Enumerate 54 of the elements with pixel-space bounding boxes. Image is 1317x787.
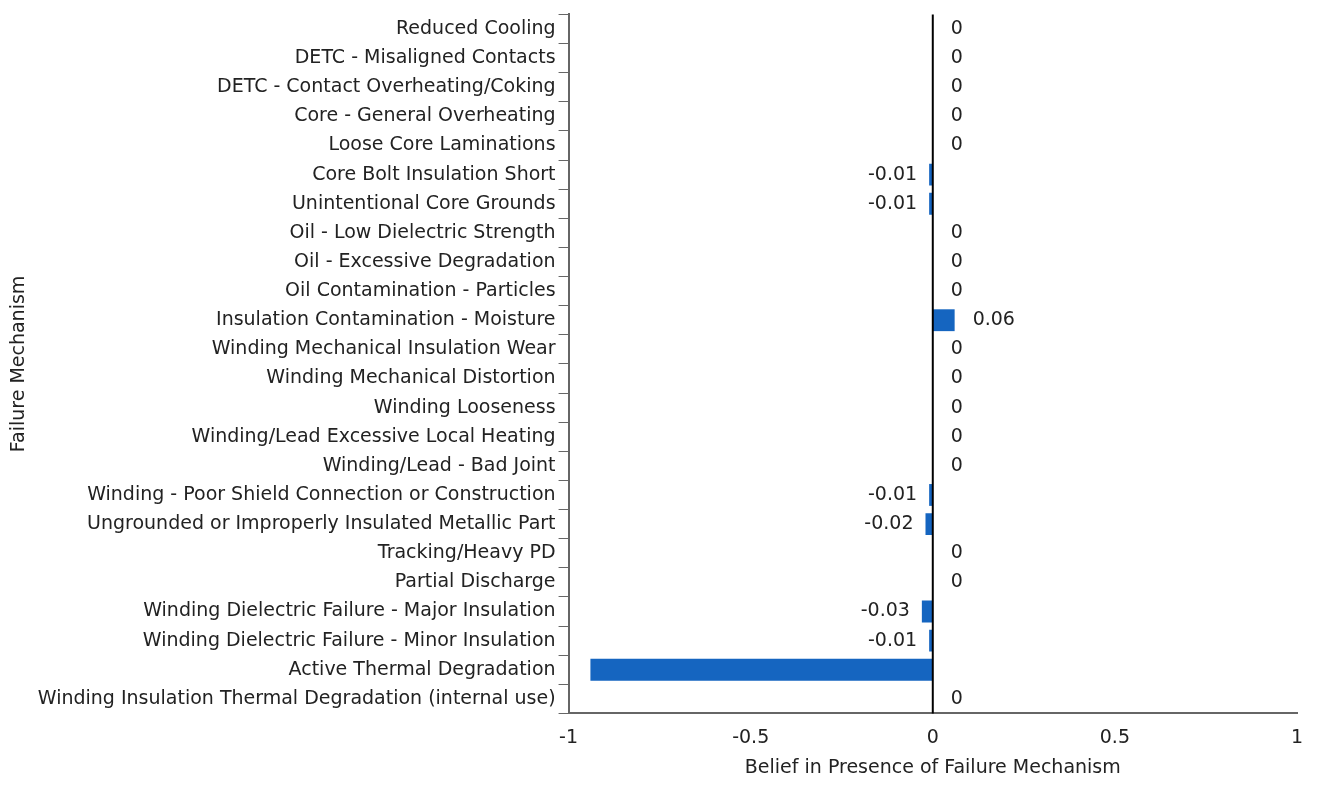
data-label: -0.01: [867, 190, 918, 213]
y-tick-label: Winding Dielectric Failure - Minor Insulation: [142, 627, 556, 650]
data-label: 0: [950, 278, 963, 301]
data-label: 0: [950, 219, 963, 242]
data-label: 0: [950, 423, 963, 446]
data-label: -0.03: [860, 598, 910, 621]
y-tick-label: DETC - Contact Overheating/Coking: [217, 74, 556, 97]
y-tick-label: Winding Mechanical Distortion: [266, 365, 556, 388]
y-tick-label: Loose Core Laminations: [328, 132, 556, 155]
data-label: 0: [950, 248, 963, 271]
y-tick-label: Winding Looseness: [373, 394, 556, 417]
y-tick-label: Winding - Poor Shield Connection or Construction: [87, 481, 556, 504]
data-label: 0: [950, 394, 963, 417]
y-tick-label: Core Bolt Insulation Short: [312, 161, 556, 184]
data-label: 0: [950, 685, 963, 708]
data-label: 0: [950, 569, 963, 592]
data-label: -0.01: [867, 161, 918, 184]
data-label: 0: [950, 365, 963, 388]
data-label: 0: [950, 103, 963, 126]
x-tick-label: 0.5: [1099, 724, 1130, 747]
y-tick-label: Winding Mechanical Insulation Wear: [211, 336, 556, 359]
y-tick-label: Core - General Overheating: [294, 103, 556, 126]
x-tick-label: -0.5: [732, 724, 770, 747]
y-tick-label: Ungrounded or Improperly Insulated Metallic Part: [87, 511, 556, 534]
data-label: 0: [950, 540, 963, 563]
y-tick-label: Oil Contamination - Particles: [285, 278, 556, 301]
y-tick-label: Winding/Lead - Bad Joint: [322, 452, 556, 475]
y-tick-label: DETC - Misaligned Contacts: [294, 45, 556, 68]
data-label: 0: [950, 74, 963, 97]
y-tick-label: Oil - Excessive Degradation: [294, 248, 556, 271]
y-axis-title: Failure Mechanism: [6, 275, 29, 453]
x-tick-label: 1: [1290, 724, 1304, 747]
data-label: 0: [950, 132, 963, 155]
y-tick-label: Partial Discharge: [394, 569, 556, 592]
data-label: -0.01: [867, 627, 918, 650]
data-label: 0.06: [972, 307, 1015, 330]
data-label: 0: [950, 336, 963, 359]
y-tick-label: Active Thermal Degradation: [288, 656, 556, 679]
x-tick-label: -1: [559, 724, 579, 747]
data-label: 0: [950, 45, 963, 68]
y-tick-label: Reduced Cooling: [396, 15, 556, 38]
data-label: 0: [950, 452, 963, 475]
y-tick-label: Insulation Contamination - Moisture: [216, 307, 556, 330]
y-tick-label: Unintentional Core Grounds: [291, 190, 556, 213]
y-tick-label: Oil - Low Dielectric Strength: [289, 219, 556, 242]
data-label: 0: [950, 15, 963, 38]
y-tick-label: Winding/Lead Excessive Local Heating: [191, 423, 556, 446]
y-tick-label: Winding Insulation Thermal Degradation (internal use): [37, 685, 556, 708]
x-axis-title: Belief in Presence of Failure Mechanism: [744, 754, 1121, 777]
y-tick-label: Tracking/Heavy PD: [376, 540, 556, 563]
y-tick-label: Winding Dielectric Failure - Major Insulation: [143, 598, 556, 621]
data-label: -0.02: [864, 511, 914, 534]
data-label: -0.01: [867, 481, 918, 504]
x-tick-label: 0: [926, 724, 939, 747]
